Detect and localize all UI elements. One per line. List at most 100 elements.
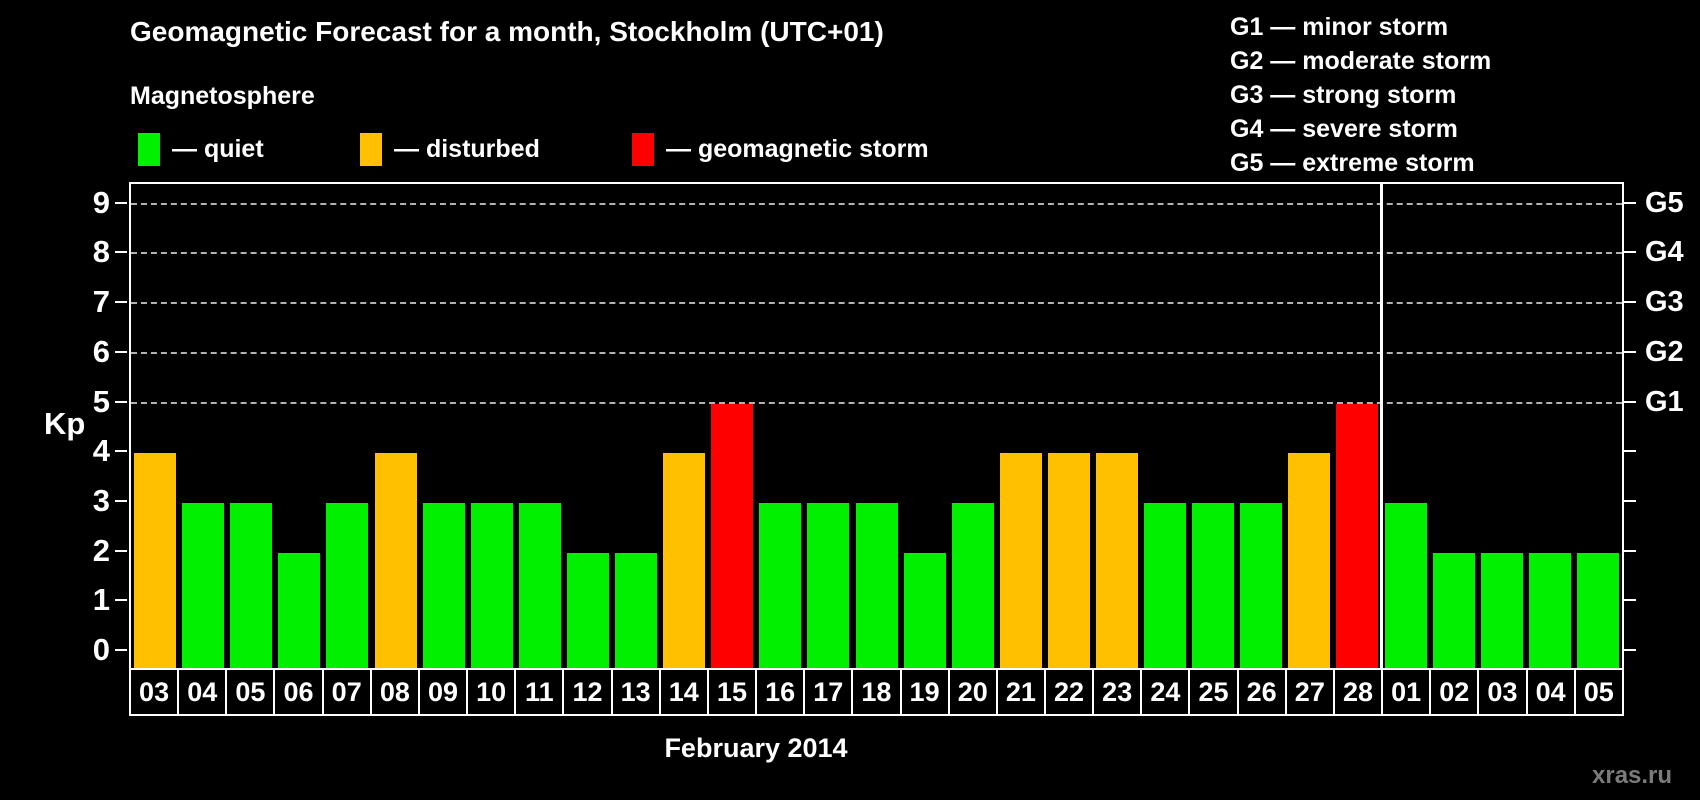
right-axis-label-g1: G1: [1645, 385, 1684, 418]
right-tick-kp1: [1624, 599, 1636, 602]
date-label-04-1: 04: [177, 668, 228, 716]
date-label-24-21: 24: [1140, 668, 1191, 716]
right-tick-kp3: [1624, 499, 1636, 502]
date-label-10-7: 10: [466, 668, 517, 716]
y-tick-label-5: 5: [92, 383, 110, 419]
y-tick-label-0: 0: [92, 632, 110, 667]
kp-bar-09: [422, 502, 465, 668]
kp-bar-19: [903, 552, 946, 668]
kp-bar-chart-plot-area: [129, 182, 1624, 668]
legend-item-geomagnetic-storm: — geomagnetic storm: [632, 132, 929, 166]
left-tick-kp3: [115, 499, 127, 502]
kp-bar-18: [855, 502, 898, 668]
date-label-05-2: 05: [225, 668, 276, 716]
right-axis-label-g5: G5: [1645, 186, 1684, 219]
kp-bar-25: [1192, 502, 1235, 668]
date-label-09-6: 09: [417, 668, 469, 716]
left-tick-kp5: [115, 400, 127, 403]
legend-label-quiet: — quiet: [172, 134, 264, 163]
left-tick-kp2: [115, 549, 127, 552]
storm-scale-line-g2: G2 — moderate storm: [1230, 47, 1492, 75]
right-tick-kp5: [1624, 400, 1636, 403]
left-tick-kp6: [115, 350, 127, 353]
left-tick-kp4: [115, 450, 127, 453]
right-axis-label-g3: G3: [1645, 286, 1684, 319]
right-tick-kp4: [1624, 450, 1636, 453]
left-tick-kp9: [115, 201, 127, 204]
right-tick-kp9: [1624, 201, 1636, 204]
disturbed-color-swatch: [360, 132, 382, 166]
date-label-13-10: 13: [610, 668, 661, 716]
kp-bar-17: [807, 502, 850, 668]
right-tick-kp2: [1624, 549, 1636, 552]
month-separator-line: [1380, 184, 1384, 668]
date-label-20-17: 20: [947, 668, 998, 716]
right-tick-kp0: [1624, 649, 1636, 651]
date-label-02-27: 02: [1429, 668, 1480, 716]
y-tick-label-4: 4: [92, 433, 110, 469]
kp-bar-06: [278, 552, 321, 668]
y-tick-label-9: 9: [92, 184, 110, 220]
left-tick-kp7: [115, 301, 127, 304]
kp-bar-01: [1384, 502, 1427, 668]
storm-scale-line-g1: G1 — minor storm: [1230, 13, 1449, 41]
date-label-03-0: 03: [129, 668, 180, 716]
kp-bar-14: [663, 453, 706, 668]
kp-bar-03: [1480, 552, 1523, 668]
kp-bar-16: [759, 502, 802, 668]
date-label-08-5: 08: [369, 668, 420, 716]
date-label-05-30: 05: [1573, 668, 1624, 716]
right-tick-kp6: [1624, 350, 1636, 353]
kp-bar-03: [134, 453, 177, 668]
quiet-color-swatch: [138, 132, 160, 166]
gridline-kp7: [131, 302, 1622, 305]
storm-scale-line-g3: G3 — strong storm: [1230, 81, 1457, 109]
date-label-04-29: 04: [1525, 668, 1576, 716]
storm-scale-line-g5: G5 — extreme storm: [1230, 149, 1475, 177]
kp-bar-28: [1336, 403, 1379, 668]
date-label-26-23: 26: [1236, 668, 1287, 716]
page-title: Geomagnetic Forecast for a month, Stockh…: [130, 16, 884, 47]
date-label-22-19: 22: [1043, 668, 1095, 716]
date-label-18-15: 18: [851, 668, 902, 716]
legend-label-geomagnetic-storm: — geomagnetic storm: [666, 134, 929, 163]
y-tick-label-1: 1: [92, 582, 110, 618]
kp-bar-13: [615, 552, 658, 668]
y-tick-label-6: 6: [92, 333, 110, 369]
date-label-14-11: 14: [658, 668, 709, 716]
gridline-kp5: [131, 401, 1622, 404]
date-label-11-8: 11: [514, 668, 565, 716]
kp-bar-11: [518, 502, 561, 668]
right-tick-kp8: [1624, 251, 1636, 254]
kp-bar-05: [230, 502, 273, 668]
kp-bar-05: [1576, 552, 1619, 668]
date-label-21-18: 21: [995, 668, 1046, 716]
y-tick-label-8: 8: [92, 234, 110, 270]
gridline-kp8: [131, 252, 1622, 255]
date-label-03-28: 03: [1477, 668, 1528, 716]
storm-scale-legend: G1 — minor storm G2 — moderate storm G3 …: [1230, 10, 1491, 180]
geomagnetic-storm-color-swatch: [632, 132, 654, 166]
date-label-25-22: 25: [1188, 668, 1239, 716]
date-label-28-25: 28: [1332, 668, 1384, 716]
date-label-07-4: 07: [321, 668, 372, 716]
y-axis-label-kp: Kp: [44, 406, 86, 441]
y-tick-label-3: 3: [92, 482, 110, 518]
magnetosphere-legend-title: Magnetosphere: [130, 82, 315, 110]
gridline-kp6: [131, 351, 1622, 354]
date-label-19-16: 19: [899, 668, 950, 716]
kp-bar-22: [1047, 453, 1090, 668]
right-axis-label-g4: G4: [1645, 236, 1684, 269]
kp-bar-27: [1288, 453, 1331, 668]
y-tick-label-2: 2: [92, 532, 110, 568]
y-tick-label-7: 7: [92, 284, 110, 320]
kp-bar-02: [1432, 552, 1475, 668]
date-label-12-9: 12: [562, 668, 613, 716]
legend-item-disturbed: — disturbed: [360, 132, 540, 166]
x-axis-title-month: February 2014: [664, 733, 848, 763]
date-label-01-26: 01: [1381, 668, 1432, 716]
kp-bar-12: [566, 552, 609, 668]
right-axis-label-g2: G2: [1645, 335, 1684, 368]
kp-bar-20: [951, 502, 994, 668]
